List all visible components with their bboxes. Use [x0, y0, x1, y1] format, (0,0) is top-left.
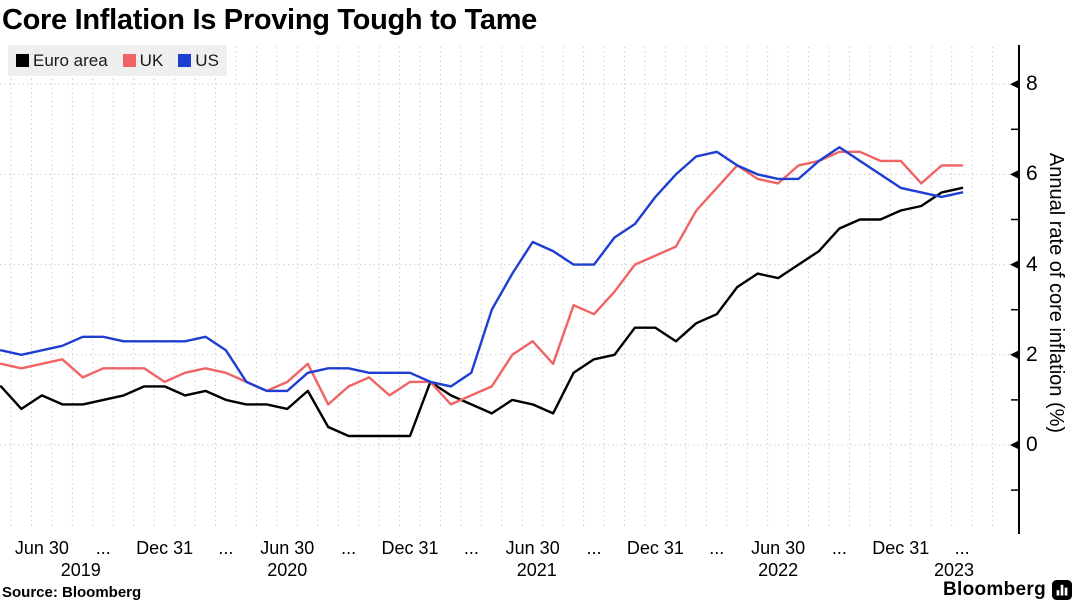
- x-tick-label: ...: [218, 538, 234, 558]
- y-tick-label: 2: [1026, 342, 1038, 366]
- x-year-label: 2023: [933, 560, 974, 580]
- legend-item-uk: UK: [122, 51, 164, 70]
- x-tick-label: ...: [831, 538, 847, 558]
- x-tick-label: Dec 31: [136, 538, 194, 558]
- legend-swatch-euro-area: [16, 54, 29, 67]
- legend-item-us: US: [178, 52, 219, 69]
- y-axis-major-tick: [1010, 79, 1019, 89]
- y-axis-major-tick: [1010, 169, 1019, 179]
- x-tick-label: Jun 30: [505, 538, 560, 558]
- x-tick-label: Jun 30: [260, 538, 315, 558]
- legend-item-euro-area: Euro area: [16, 52, 108, 69]
- bar-chart-icon: [1052, 580, 1072, 600]
- x-year-label: 2021: [516, 560, 557, 580]
- y-tick-label: 0: [1026, 433, 1038, 456]
- x-year-label: 2020: [267, 560, 308, 580]
- y-tick-label: 6: [1026, 162, 1038, 186]
- bloomberg-wordmark: Bloomberg: [943, 579, 1046, 600]
- y-axis-major-tick: [1010, 260, 1019, 270]
- legend-label: UK: [139, 51, 164, 70]
- x-tick-label: ...: [341, 538, 357, 558]
- y-tick-label: 8: [1026, 72, 1038, 96]
- legend-label: US: [195, 51, 219, 70]
- legend-swatch-uk: [122, 54, 136, 67]
- chart-title: Core Inflation Is Proving Tough to Tame: [2, 4, 538, 36]
- y-tick-label: 4: [1026, 252, 1038, 276]
- x-tick-label: Jun 30: [751, 538, 806, 558]
- x-tick-label: ...: [463, 538, 479, 558]
- x-year-label: 2019: [60, 560, 101, 580]
- series-line-euro-area: [0, 186, 964, 438]
- series-line-us: [0, 146, 964, 393]
- x-tick-label: ...: [95, 538, 111, 558]
- y-axis-major-tick: [1010, 440, 1019, 450]
- legend-swatch-us: [178, 54, 192, 67]
- legend: Euro area UK US: [8, 45, 227, 76]
- x-tick-label: Dec 31: [872, 538, 930, 558]
- x-tick-label: ...: [586, 538, 602, 558]
- x-tick-label: ...: [954, 538, 970, 558]
- x-tick-label: ...: [709, 538, 725, 558]
- y-axis-title: Annual rate of core inflation (%): [1045, 152, 1067, 434]
- y-axis-major-tick: [1010, 350, 1019, 360]
- x-tick-label: Dec 31: [626, 538, 684, 558]
- legend-label: Euro area: [33, 51, 108, 70]
- x-tick-label: Jun 30: [14, 538, 69, 558]
- x-year-label: 2022: [758, 560, 799, 580]
- series-line-uk: [0, 150, 964, 406]
- x-tick-label: Dec 31: [381, 538, 439, 558]
- source-label: Source: Bloomberg: [2, 584, 142, 601]
- bloomberg-logo: Bloomberg: [943, 580, 1072, 600]
